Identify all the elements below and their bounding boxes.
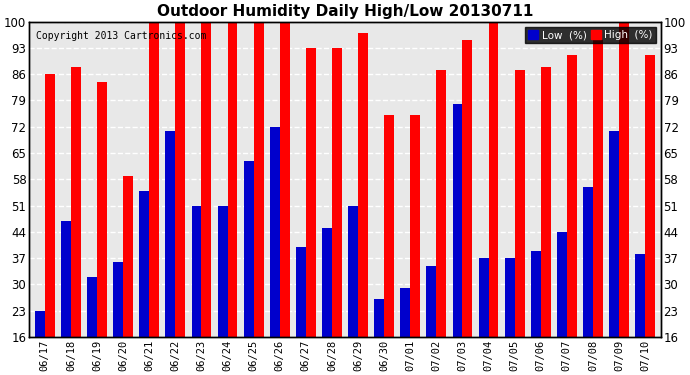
- Bar: [71, 67, 81, 337]
- Bar: [166, 130, 175, 337]
- Bar: [228, 22, 237, 337]
- Title: Outdoor Humidity Daily High/Low 20130711: Outdoor Humidity Daily High/Low 20130711: [157, 4, 533, 19]
- Bar: [306, 48, 316, 337]
- Bar: [541, 67, 551, 337]
- Bar: [531, 251, 541, 337]
- Bar: [270, 127, 279, 337]
- Bar: [175, 22, 186, 337]
- Bar: [322, 228, 332, 337]
- Bar: [567, 56, 577, 337]
- Bar: [645, 56, 655, 337]
- Bar: [619, 22, 629, 337]
- Bar: [479, 258, 489, 337]
- Text: Copyright 2013 Cartronics.com: Copyright 2013 Cartronics.com: [35, 31, 206, 41]
- Bar: [279, 22, 290, 337]
- Bar: [515, 70, 524, 337]
- Bar: [358, 33, 368, 337]
- Bar: [35, 310, 45, 337]
- Bar: [583, 187, 593, 337]
- Bar: [201, 22, 211, 337]
- Bar: [436, 70, 446, 337]
- Bar: [411, 116, 420, 337]
- Bar: [593, 40, 603, 337]
- Bar: [453, 104, 462, 337]
- Bar: [61, 220, 71, 337]
- Bar: [400, 288, 411, 337]
- Bar: [609, 130, 619, 337]
- Bar: [149, 22, 159, 337]
- Bar: [139, 190, 149, 337]
- Bar: [254, 22, 264, 337]
- Bar: [374, 299, 384, 337]
- Bar: [113, 262, 123, 337]
- Bar: [384, 116, 394, 337]
- Bar: [332, 48, 342, 337]
- Bar: [426, 266, 436, 337]
- Bar: [192, 206, 201, 337]
- Bar: [87, 277, 97, 337]
- Bar: [504, 258, 515, 337]
- Bar: [45, 74, 55, 337]
- Bar: [244, 160, 254, 337]
- Bar: [123, 176, 133, 337]
- Bar: [489, 22, 498, 337]
- Bar: [97, 82, 107, 337]
- Legend: Low  (%), High  (%): Low (%), High (%): [525, 27, 656, 43]
- Bar: [635, 254, 645, 337]
- Bar: [348, 206, 358, 337]
- Bar: [462, 40, 473, 337]
- Bar: [557, 232, 567, 337]
- Bar: [296, 247, 306, 337]
- Bar: [217, 206, 228, 337]
